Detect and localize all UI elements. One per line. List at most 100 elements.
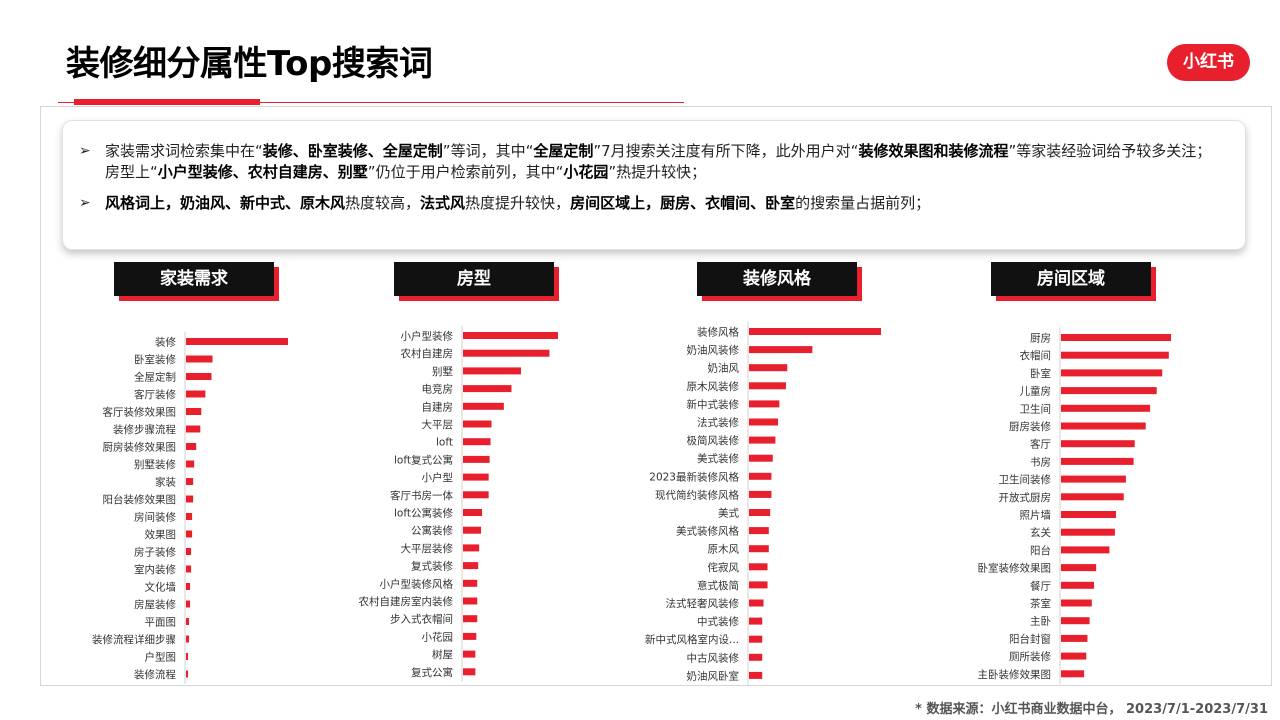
- bar: [749, 436, 776, 444]
- insight-run: 的搜索量占据前列；: [795, 194, 931, 212]
- category-label: 厨房装修效果图: [103, 441, 177, 454]
- insight-highlight: 房间区域上，厨房、衣帽间、卧室: [570, 194, 796, 212]
- category-label: 客厅装修效果图: [103, 406, 177, 419]
- bar: [1061, 351, 1169, 359]
- bar: [1061, 493, 1124, 501]
- category-label: 厨房装修: [1009, 420, 1051, 433]
- bar: [749, 454, 773, 462]
- category-label: 大平层: [422, 418, 454, 431]
- category-label: 阳台: [1030, 544, 1051, 557]
- bar: [186, 618, 190, 625]
- category-label: 客厅书房一体: [390, 489, 453, 502]
- bar: [749, 527, 769, 535]
- bar: [463, 367, 521, 375]
- category-label: 新中式装修: [687, 398, 740, 411]
- title-underline: [58, 102, 684, 103]
- category-label: 公寓装修: [411, 524, 453, 537]
- panel-title-room-type: 房型: [394, 262, 554, 296]
- bar: [186, 460, 195, 468]
- insight-text: 风格词上，奶油风、新中式、原木风热度较高，法式风热度提升较快，房间区域上，厨房、…: [105, 193, 930, 214]
- bar: [1061, 387, 1157, 395]
- category-label: 现代简约装修风格: [655, 488, 739, 501]
- category-label: 全屋定制: [134, 371, 176, 384]
- insight-run: 热度较高，: [345, 194, 421, 212]
- bar: [463, 349, 550, 357]
- bar: [186, 355, 213, 363]
- category-label: 新中式风格室内设...: [645, 633, 739, 646]
- bar: [463, 402, 504, 410]
- category-label: 别墅: [432, 366, 453, 378]
- bar: [1061, 457, 1134, 465]
- bar: [463, 509, 482, 516]
- category-label: 农村自建房室内装修: [359, 595, 454, 608]
- bar: [749, 400, 780, 408]
- category-label: 奶油风: [708, 362, 740, 375]
- insight-highlight: 小户型装修、农村自建房、别墅: [157, 163, 368, 181]
- category-label: 儿童房: [1020, 385, 1052, 398]
- category-label: 文化墙: [145, 581, 177, 594]
- insight-highlight: 法式风: [420, 194, 466, 212]
- bar: [749, 509, 771, 516]
- category-label: 2023最新装修风格: [649, 470, 739, 483]
- bar: [1061, 369, 1163, 377]
- bar: [463, 473, 489, 481]
- bar: [749, 364, 788, 372]
- bar: [186, 653, 189, 660]
- bar: [749, 671, 763, 679]
- bar: [186, 373, 212, 380]
- category-label: 装修步骤流程: [113, 423, 176, 436]
- bar: [463, 526, 482, 534]
- category-label: 自建房: [422, 400, 454, 413]
- bar: [186, 600, 191, 608]
- page-title: 装修细分属性Top搜索词: [66, 44, 433, 84]
- bar: [1061, 528, 1115, 536]
- category-label: 室内装修: [134, 563, 176, 576]
- insight-text: 家装需求词检索集中在“装修、卧室装修、全屋定制”等词，其中“全屋定制”7月搜索关…: [105, 141, 1223, 183]
- category-label: 阳台封窗: [1009, 632, 1051, 645]
- bar: [749, 418, 779, 426]
- category-label: 餐厅: [1030, 579, 1051, 592]
- category-label: 步入式衣帽间: [390, 613, 453, 626]
- bar: [749, 472, 772, 480]
- category-label: 阳台装修效果图: [103, 493, 177, 506]
- xiaohongshu-logo: 小红书: [1167, 44, 1250, 81]
- category-label: 侘寂风: [708, 561, 740, 574]
- insight-run: 热度提升较快，: [465, 194, 571, 212]
- bar: [749, 382, 786, 390]
- bar: [463, 632, 477, 640]
- bar: [749, 653, 763, 661]
- category-label: 小花园: [422, 630, 454, 643]
- category-label: 卫生间装修: [999, 473, 1052, 486]
- insight-box: ➢ 家装需求词检索集中在“装修、卧室装修、全屋定制”等词，其中“全屋定制”7月搜…: [62, 120, 1246, 250]
- category-label: 复式公寓: [411, 666, 453, 679]
- category-label: 户型图: [145, 651, 177, 664]
- category-label: loft公寓装修: [394, 507, 453, 520]
- category-label: 装修: [155, 336, 176, 349]
- bar: [186, 390, 206, 398]
- data-source-note: * 数据来源：小红书商业数据中台， 2023/7/1-2023/7/31: [915, 702, 1268, 717]
- category-label: 树屋: [432, 648, 453, 661]
- bar: [1061, 652, 1087, 660]
- category-label: 小户型: [422, 471, 454, 484]
- bar: [186, 443, 197, 450]
- category-label: 家装: [155, 476, 176, 489]
- arrow-bullet-icon: ➢: [79, 195, 91, 211]
- category-label: loft: [436, 437, 453, 449]
- category-label: 奶油风卧室: [687, 669, 740, 682]
- bar: [1061, 440, 1135, 448]
- bar: [186, 635, 190, 643]
- category-label: 主卧: [1030, 615, 1052, 628]
- category-label: 卧室: [1030, 367, 1051, 380]
- bar: [186, 478, 194, 485]
- panel-title-home-needs: 家装需求: [114, 262, 274, 296]
- bar: [749, 617, 763, 625]
- category-label: 客厅: [1030, 438, 1051, 451]
- category-label: 茶室: [1030, 597, 1051, 610]
- category-label: 原木风装修: [687, 380, 740, 393]
- category-label: 奶油风装修: [687, 344, 740, 357]
- arrow-bullet-icon: ➢: [79, 143, 91, 159]
- category-label: 厕所装修: [1009, 650, 1051, 663]
- bar: [1061, 599, 1092, 607]
- category-label: 装修流程: [134, 668, 176, 681]
